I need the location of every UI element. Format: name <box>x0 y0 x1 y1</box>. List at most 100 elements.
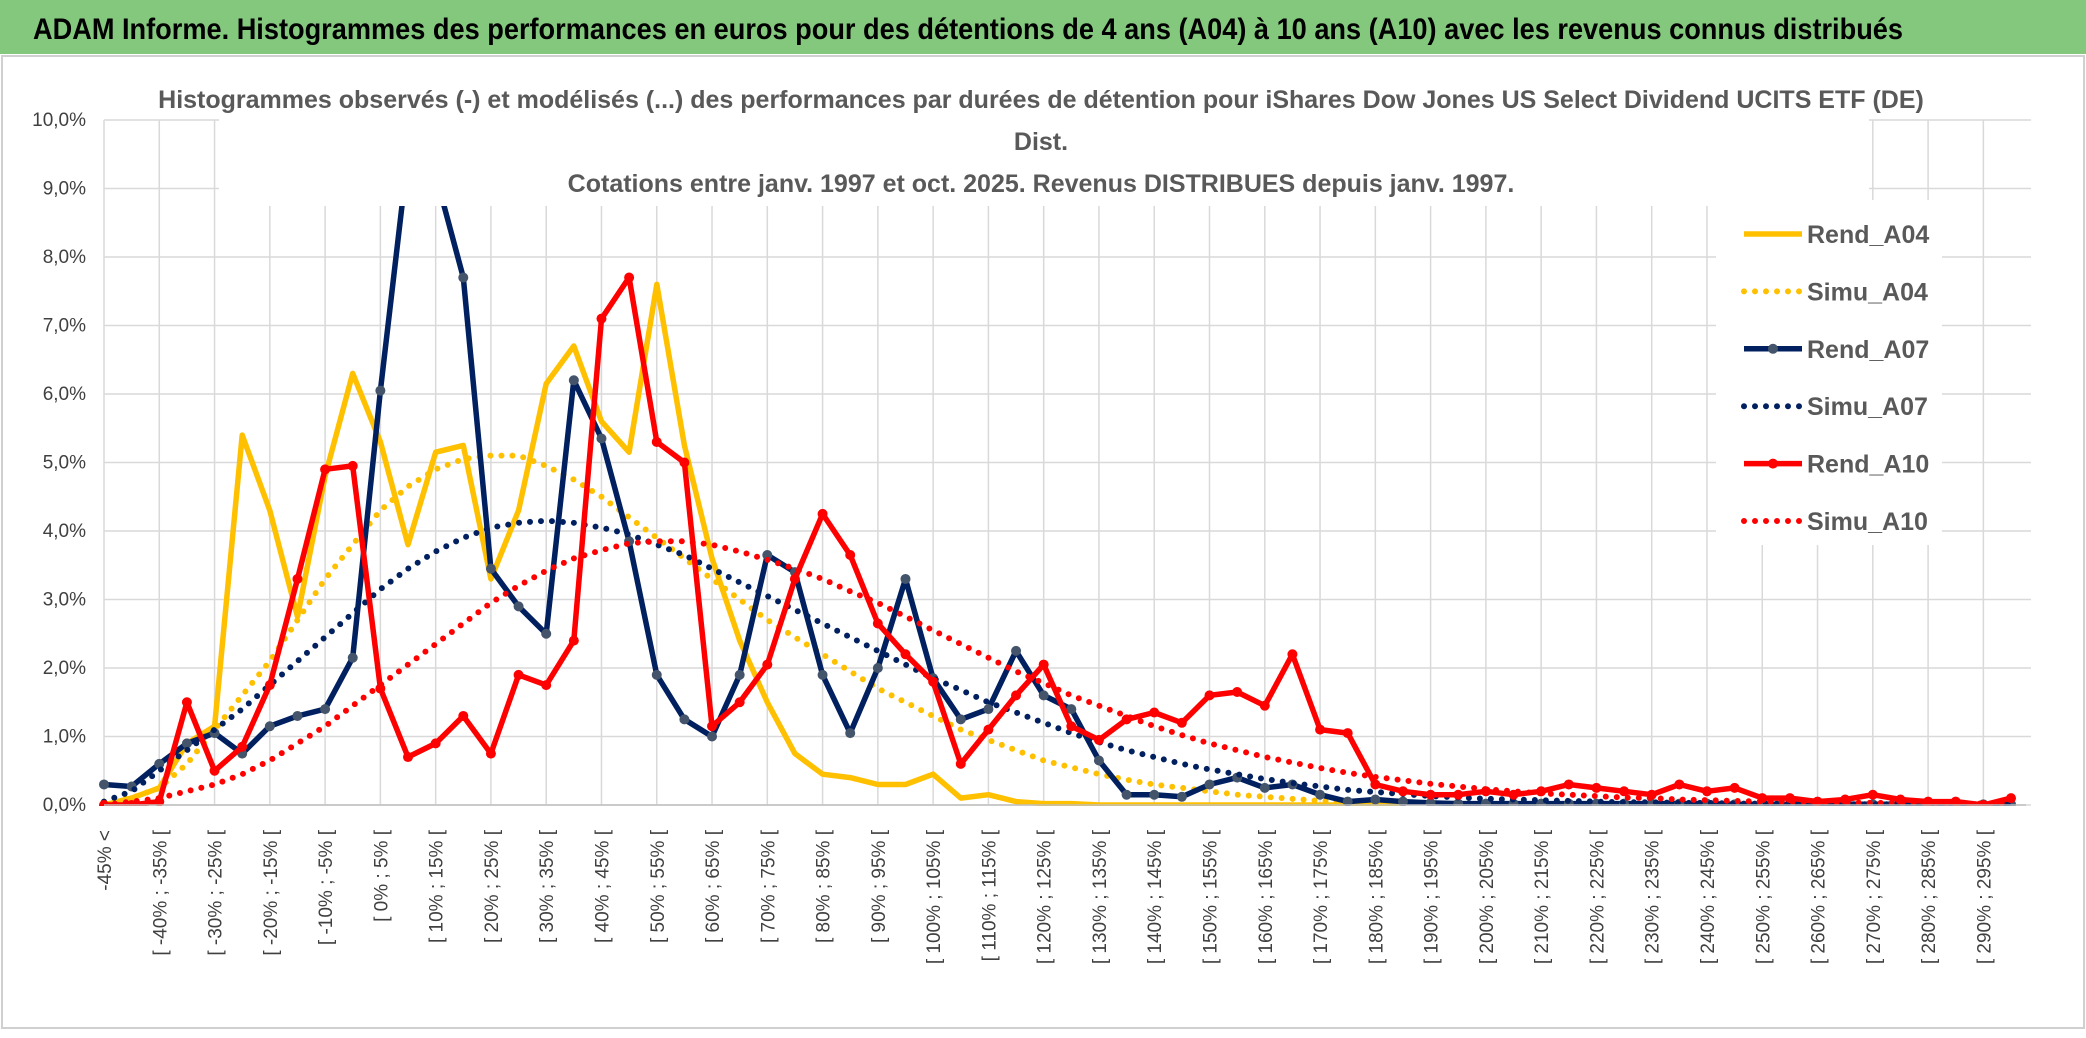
legend-box <box>1716 200 1942 545</box>
data-point <box>707 731 718 742</box>
data-point <box>292 710 303 721</box>
data-point <box>1204 690 1215 701</box>
legend-label: Rend_A04 <box>1807 221 1929 249</box>
data-point <box>651 436 662 447</box>
data-point <box>99 779 109 790</box>
data-point <box>375 385 386 396</box>
data-point <box>596 313 607 324</box>
data-point <box>1701 786 1712 797</box>
series-line <box>104 274 2012 806</box>
data-point <box>1176 717 1187 728</box>
data-point <box>900 649 911 660</box>
data-point <box>347 460 358 471</box>
x-tick-label: [ 180% ; 185% [ <box>1366 829 1387 964</box>
data-point <box>541 680 552 691</box>
data-point <box>955 714 966 725</box>
data-point <box>1591 782 1602 793</box>
y-tick-label: 3,0% <box>43 590 86 611</box>
x-tick-label: [ 20% ; 25% [ <box>482 829 503 943</box>
legend-marker <box>1768 343 1778 354</box>
data-point <box>762 549 773 560</box>
data-point <box>1038 690 1049 701</box>
data-point <box>1453 798 1464 806</box>
x-tick-label: [ 10% ; 15% [ <box>427 829 448 943</box>
data-point <box>403 752 414 763</box>
data-point <box>181 738 192 749</box>
x-tick-label: [ 100% ; 105% [ <box>924 829 945 964</box>
data-point <box>1011 645 1022 656</box>
data-point <box>1259 782 1270 793</box>
series-line <box>101 538 2014 806</box>
legend-marker <box>1768 458 1778 469</box>
data-point <box>928 676 939 687</box>
x-tick-label: [ 150% ; 155% [ <box>1201 829 1222 964</box>
data-point <box>1453 789 1464 800</box>
data-point <box>1342 728 1353 739</box>
x-tick-label: [ -30% ; -25% [ <box>206 829 227 955</box>
chart-title: Histogrammes observés (-) et modélisés (… <box>158 86 1924 114</box>
data-point <box>624 272 635 283</box>
data-point <box>1093 734 1104 745</box>
data-point <box>1425 789 1436 800</box>
data-point <box>1149 789 1160 800</box>
data-point <box>1204 779 1215 790</box>
data-point <box>1287 649 1298 660</box>
data-point <box>1370 779 1381 790</box>
data-point <box>1342 796 1353 806</box>
x-tick-label: [ 80% ; 85% [ <box>814 829 835 943</box>
data-point <box>1425 797 1436 806</box>
data-point <box>734 669 745 680</box>
data-point <box>845 728 856 739</box>
data-point <box>1232 686 1243 697</box>
data-point <box>209 765 220 776</box>
data-point <box>1397 786 1408 797</box>
x-tick-label: [ 200% ; 205% [ <box>1477 829 1498 964</box>
y-tick-label: 1,0% <box>43 727 86 748</box>
data-point <box>1121 789 1132 800</box>
y-tick-label: 8,0% <box>43 247 86 268</box>
data-point <box>789 573 800 584</box>
data-point <box>1176 791 1187 802</box>
x-tick-label: [ 290% ; 295% [ <box>1974 829 1995 964</box>
data-point <box>181 697 192 708</box>
data-point <box>872 663 883 673</box>
x-tick-label: [ 70% ; 75% [ <box>758 829 779 943</box>
data-point <box>1674 779 1685 790</box>
data-point <box>458 272 469 283</box>
x-tick-label: [ 240% ; 245% [ <box>1698 829 1719 964</box>
x-tick-label: [ -40% ; -35% [ <box>150 829 171 955</box>
legend-label: Rend_A10 <box>1807 451 1929 479</box>
data-point <box>845 549 856 560</box>
data-point <box>596 433 607 444</box>
y-tick-label: 2,0% <box>43 658 86 679</box>
y-tick-label: 9,0% <box>43 179 86 200</box>
data-point <box>1315 789 1326 800</box>
x-tick-label: [ 130% ; 135% [ <box>1090 829 1111 964</box>
data-point <box>264 721 275 732</box>
x-tick-label: [ 260% ; 265% [ <box>1809 829 1830 964</box>
data-point <box>955 758 966 769</box>
data-point <box>707 721 718 732</box>
data-point <box>1066 704 1077 715</box>
data-point <box>1259 700 1270 711</box>
data-point <box>1315 724 1326 735</box>
title-box <box>219 80 1869 206</box>
x-tick-label: [ 0% ; 5% [ <box>371 829 392 922</box>
data-point <box>762 659 773 670</box>
chart-title: Dist. <box>1014 128 1068 156</box>
x-tick-label: [ 270% ; 275% [ <box>1864 829 1885 964</box>
data-point <box>1729 782 1740 793</box>
x-tick-label: [ 190% ; 195% [ <box>1422 829 1443 964</box>
data-point <box>1093 755 1104 766</box>
data-point <box>1066 721 1077 732</box>
data-point <box>320 704 331 715</box>
data-point <box>513 669 524 680</box>
data-point <box>734 697 745 708</box>
x-tick-label: [ 90% ; 95% [ <box>869 829 890 943</box>
y-tick-label: 0,0% <box>43 795 86 816</box>
data-point <box>458 710 469 721</box>
x-tick-label: [ 210% ; 215% [ <box>1532 829 1553 964</box>
data-point <box>679 457 690 468</box>
data-point <box>320 464 331 475</box>
data-point <box>983 724 994 735</box>
